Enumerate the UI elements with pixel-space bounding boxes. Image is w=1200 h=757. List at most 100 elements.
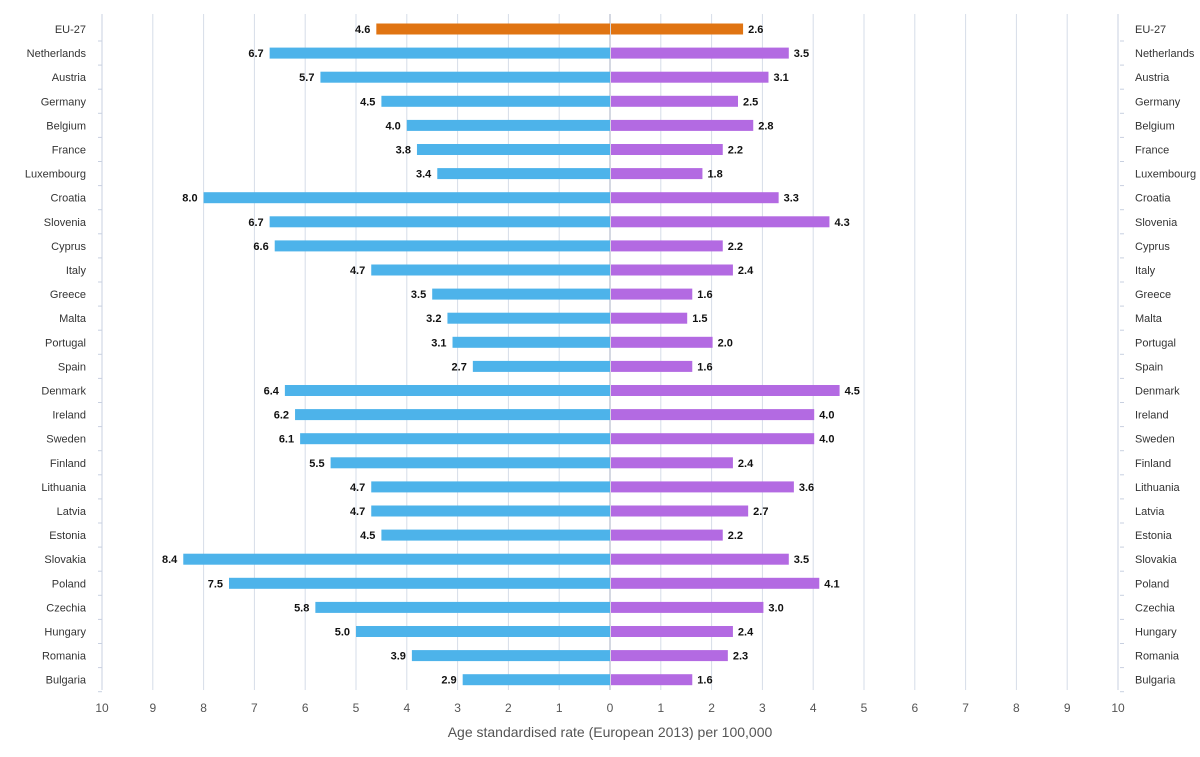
right-value-label: 2.6 — [748, 24, 763, 36]
left-value-label: 4.0 — [386, 120, 401, 132]
right-bar — [611, 650, 728, 662]
category-label-left: Portugal — [45, 337, 86, 349]
left-bar — [437, 168, 610, 180]
category-label-left: Denmark — [41, 386, 86, 398]
x-tick-label: 4 — [403, 701, 410, 715]
left-bar — [411, 650, 610, 662]
category-label-right: Hungary — [1135, 627, 1177, 639]
x-tick-label: 1 — [657, 701, 664, 715]
category-label-right: Slovenia — [1135, 217, 1178, 229]
x-tick-label: 1 — [556, 701, 563, 715]
x-tick-label: 9 — [1064, 701, 1071, 715]
category-label-right: Croatia — [1135, 193, 1171, 205]
right-bar — [611, 626, 733, 637]
x-tick-label: 5 — [861, 701, 868, 715]
right-value-label: 2.2 — [728, 530, 743, 542]
right-bar — [611, 481, 794, 493]
left-bar — [371, 481, 610, 493]
category-label-right: Slovakia — [1135, 554, 1177, 566]
category-label-left: Finland — [50, 458, 86, 470]
category-label-right: Spain — [1135, 361, 1163, 373]
x-tick-label: 9 — [149, 701, 156, 715]
right-value-label: 2.4 — [738, 627, 754, 639]
left-value-label: 5.8 — [294, 602, 309, 614]
right-value-label: 4.1 — [824, 578, 839, 590]
category-label-right: Estonia — [1135, 530, 1173, 542]
x-tick-label: 2 — [505, 701, 512, 715]
left-bar — [183, 553, 610, 565]
category-label-right: Germany — [1135, 96, 1181, 108]
left-bar — [406, 119, 610, 131]
category-label-right: France — [1135, 145, 1169, 157]
right-value-label: 1.6 — [697, 289, 712, 301]
category-label-right: Austria — [1135, 72, 1170, 84]
x-tick-label: 3 — [454, 701, 461, 715]
right-bar — [611, 47, 789, 59]
left-value-label: 8.0 — [182, 193, 197, 205]
right-bar — [611, 23, 744, 35]
left-value-label: 7.5 — [208, 578, 223, 590]
right-bar — [611, 674, 693, 686]
x-tick-label: 2 — [708, 701, 715, 715]
left-bar — [356, 626, 610, 637]
x-tick-label: 5 — [353, 701, 360, 715]
left-bar — [447, 312, 610, 324]
left-bar — [376, 23, 610, 35]
right-value-label: 2.8 — [758, 120, 773, 132]
category-label-left: Czechia — [46, 602, 87, 614]
left-value-label: 5.5 — [309, 458, 324, 470]
right-bar — [611, 385, 840, 396]
left-bar — [269, 47, 610, 59]
category-label-right: EU-27 — [1135, 24, 1166, 36]
right-bar — [611, 336, 713, 348]
left-value-label: 5.0 — [335, 627, 350, 639]
right-bar — [611, 144, 723, 155]
right-bar — [611, 360, 693, 372]
category-label-right: Malta — [1135, 313, 1163, 325]
category-label-left: Poland — [52, 578, 86, 590]
category-label-right: Portugal — [1135, 337, 1176, 349]
left-value-label: 2.7 — [452, 361, 467, 373]
left-bar — [416, 144, 610, 155]
left-bar — [269, 216, 610, 228]
category-label-right: Italy — [1135, 265, 1156, 277]
right-bar — [611, 457, 733, 469]
x-tick-label: 0 — [607, 701, 614, 715]
left-bar — [452, 336, 610, 348]
category-label-right: Ireland — [1135, 410, 1169, 422]
category-label-right: Luxembourg — [1135, 169, 1196, 181]
right-value-label: 1.6 — [697, 675, 712, 687]
left-value-label: 6.7 — [248, 48, 263, 60]
left-bar — [371, 505, 610, 517]
left-value-label: 3.9 — [391, 651, 406, 663]
left-bar — [472, 360, 610, 372]
right-value-label: 3.5 — [794, 554, 809, 566]
category-label-left: France — [52, 145, 86, 157]
right-bar — [611, 601, 764, 613]
category-label-left: Croatia — [51, 193, 87, 205]
right-bar — [611, 168, 703, 180]
right-value-label: 2.3 — [733, 651, 748, 663]
category-label-left: Netherlands — [27, 48, 87, 60]
category-label-left: Italy — [66, 265, 87, 277]
right-bar — [611, 553, 789, 565]
right-value-label: 3.1 — [773, 72, 788, 84]
category-label-left: Sweden — [46, 434, 86, 446]
category-label-left: Hungary — [44, 627, 86, 639]
right-value-label: 3.3 — [784, 193, 799, 205]
category-label-left: Austria — [52, 72, 87, 84]
right-bar — [611, 577, 820, 589]
labels: 10 9 8 7 6 5 4 3 2 1 0 1 2 3 4 5 6 7 8 9 104.6 2.6EU-27 EU-276… — [25, 24, 1196, 715]
right-bar — [611, 264, 733, 276]
category-label-left: EU-27 — [55, 24, 86, 36]
left-value-label: 3.5 — [411, 289, 426, 301]
right-value-label: 2.5 — [743, 96, 758, 108]
category-label-right: Bulgaria — [1135, 675, 1176, 687]
x-tick-label: 4 — [810, 701, 817, 715]
left-bar — [462, 674, 610, 686]
left-value-label: 6.4 — [264, 386, 280, 398]
right-bar — [611, 409, 815, 421]
left-value-label: 3.2 — [426, 313, 441, 325]
category-label-right: Finland — [1135, 458, 1171, 470]
x-tick-label: 8 — [1013, 701, 1020, 715]
